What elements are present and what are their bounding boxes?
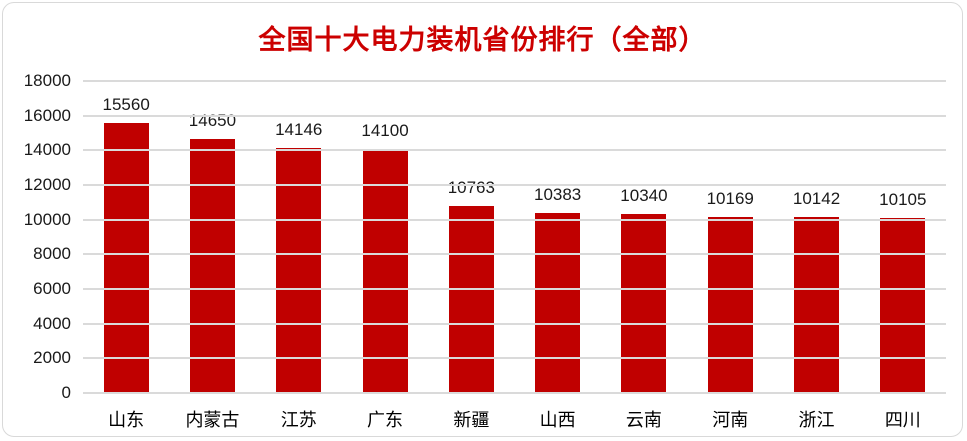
y-axis-tick-label: 6000 (33, 279, 71, 299)
bar-slot: 14650 (169, 81, 255, 393)
x-axis-category-label: 四川 (884, 410, 921, 430)
gridline (83, 253, 946, 256)
bar-slot: 10383 (514, 81, 600, 393)
x-axis-category-label: 山西 (539, 410, 576, 430)
bar (880, 217, 926, 393)
bar-slot: 10142 (773, 81, 859, 393)
x-axis-baseline (83, 392, 946, 394)
plot-area: 15560 14650 14146 14100 10763 10383 10340 10169… (24, 72, 946, 430)
x-axis-category-label: 山东 (108, 410, 145, 430)
chart-title: 全国十大电力装机省份排行（全部） (258, 25, 707, 55)
bar (535, 213, 581, 393)
y-axis-tick-label: 8000 (33, 244, 71, 264)
bar-value-label: 15560 (102, 95, 150, 115)
y-axis-tick-label: 0 (61, 383, 71, 402)
bar-value-label: 10383 (533, 185, 582, 205)
bar-slot: 10340 (601, 81, 687, 393)
bar-value-label: 10763 (447, 178, 495, 198)
gridline (83, 322, 946, 325)
bar-value-label: 10340 (620, 185, 668, 205)
bar (707, 216, 753, 393)
bar-slot: 10763 (428, 81, 514, 393)
bar (448, 206, 494, 393)
bar-value-label: 14146 (275, 119, 323, 139)
gridline (83, 80, 946, 82)
y-axis-tick-label: 18000 (23, 71, 71, 90)
gridline (83, 357, 946, 360)
bars-row: 15560 14650 14146 14100 10763 10383 10340 10169… (83, 81, 946, 393)
bar-slot: 15560 (83, 81, 169, 393)
x-axis-labels: 山东 内蒙古 江苏 广东 新疆 山西 云南 河南 浙江 四川 (83, 393, 946, 432)
x-axis-category-label: 云南 (625, 410, 662, 430)
bar-value-label: 14100 (361, 120, 409, 140)
bar (362, 148, 408, 393)
x-axis-category-label: 广东 (367, 410, 404, 430)
bar-value-label: 10142 (792, 189, 841, 209)
y-axis-tick-label: 10000 (23, 209, 71, 229)
bar-slot: 10169 (687, 81, 773, 393)
x-axis-category-label: 浙江 (798, 410, 835, 430)
gridline (83, 288, 946, 291)
gridline (83, 184, 946, 187)
x-axis-category-label: 河南 (712, 410, 749, 430)
gridline (83, 218, 946, 221)
bar-slot: 14146 (256, 81, 342, 393)
bar (621, 213, 667, 393)
bar (103, 123, 149, 393)
y-axis-tick-label: 12000 (23, 175, 71, 195)
bar (794, 217, 840, 393)
bar-slot: 10105 (860, 81, 946, 393)
gridline (83, 114, 946, 117)
x-axis-category-label: 江苏 (280, 410, 317, 430)
x-axis-category-label: 内蒙古 (185, 410, 240, 430)
bar-value-label: 10105 (879, 189, 927, 209)
bar (276, 147, 322, 393)
bar-value-label: 10169 (706, 188, 754, 208)
y-axis-tick-label: 4000 (33, 313, 71, 333)
y-axis-tick-label: 16000 (23, 105, 71, 125)
y-axis-tick-label: 14000 (23, 140, 71, 160)
gridline (83, 149, 946, 152)
x-axis-category-label: 新疆 (453, 410, 490, 430)
bar (189, 139, 235, 393)
y-axis-tick-label: 2000 (33, 348, 71, 368)
bar-slot: 14100 (342, 81, 428, 393)
